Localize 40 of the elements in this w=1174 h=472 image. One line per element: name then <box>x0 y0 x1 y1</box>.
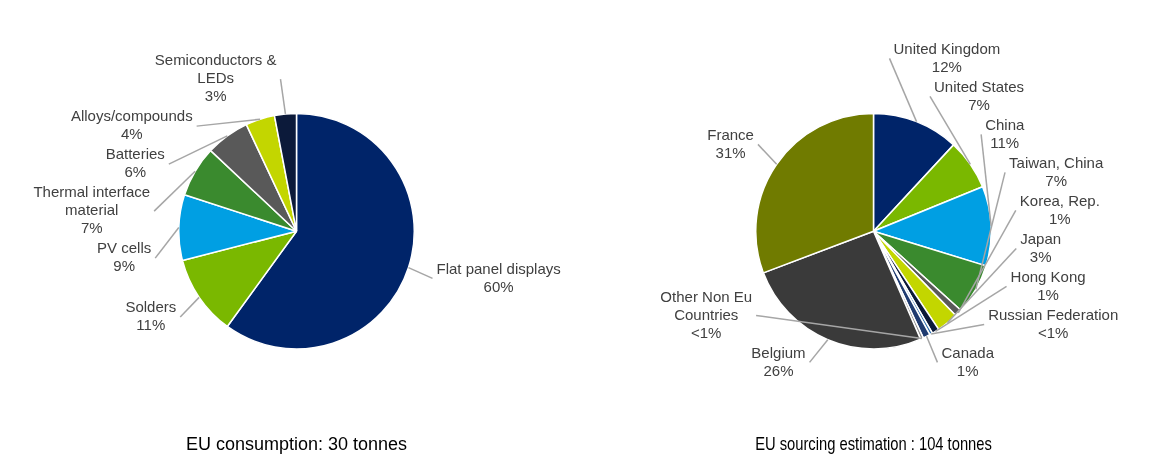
slice-label: Japan <box>1020 229 1062 247</box>
data-label: 3% <box>204 87 227 105</box>
slice-label: Solders <box>125 298 177 316</box>
data-label: 9% <box>113 257 135 275</box>
data-label: 11% <box>136 316 166 334</box>
data-label: <1% <box>691 323 722 341</box>
slice-label: PV cells <box>97 239 152 257</box>
data-label: 7% <box>968 95 990 113</box>
data-label: 11% <box>990 133 1020 151</box>
data-label: 6% <box>124 163 147 181</box>
slice-label: Korea, Rep. <box>1019 191 1100 209</box>
data-label: 7% <box>1045 171 1067 189</box>
data-label: 7% <box>80 219 103 237</box>
data-label: 31% <box>715 143 746 161</box>
slice-label: Belgium <box>751 343 806 361</box>
slice-label: France <box>707 125 754 143</box>
data-label: 26% <box>763 361 794 379</box>
slice-label: Russian Federation <box>988 305 1119 323</box>
slice-label: Taiwan, China <box>1009 153 1104 171</box>
slice-label: United States <box>933 77 1025 95</box>
slice-label: Semiconductors & LEDs <box>154 51 277 87</box>
slice-label: Other Non Eu Countries <box>660 287 753 323</box>
text: EU consumption: 30 tonnes <box>185 434 408 455</box>
slice-label: Canada <box>941 343 995 361</box>
data-label: 1% <box>1048 209 1071 227</box>
data-label: 4% <box>120 125 143 143</box>
slice-label: Batteries <box>105 145 165 163</box>
slice-label: United Kingdom <box>893 39 1001 57</box>
text: EU sourcing estimation : 104 tonnes <box>755 433 992 454</box>
slice-label: Hong Kong <box>1010 267 1086 285</box>
slice-label: Thermal interface material <box>33 183 151 219</box>
slice-label: Flat panel displays <box>436 259 561 277</box>
data-label: 1% <box>1037 285 1059 303</box>
data-label: 60% <box>483 277 514 295</box>
data-label: 3% <box>1029 247 1052 265</box>
data-label: <1% <box>1037 323 1069 341</box>
slice-label: China <box>985 115 1025 133</box>
slice-label: Alloys/compounds <box>70 107 193 125</box>
data-label: 1% <box>956 361 979 379</box>
data-label: 12% <box>931 57 962 75</box>
